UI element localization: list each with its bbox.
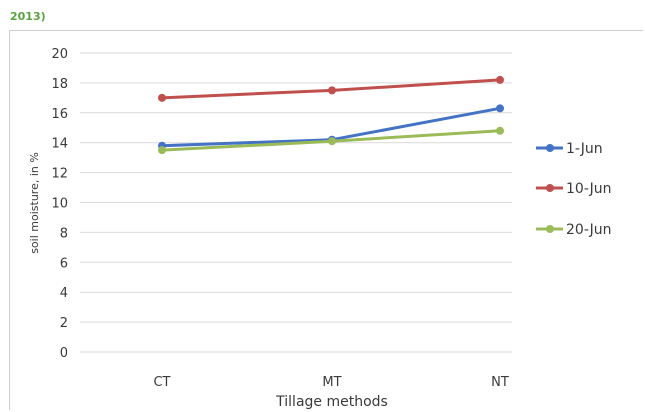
data-point bbox=[496, 126, 504, 135]
legend: 1-Jun 10-Jun 20-Jun bbox=[536, 141, 612, 238]
y-tick-label: 10 bbox=[51, 197, 68, 212]
y-tick-label: 6 bbox=[60, 256, 68, 271]
data-point bbox=[328, 137, 336, 146]
gridlines bbox=[80, 52, 512, 353]
chart-frame bbox=[9, 30, 643, 410]
legend-marker bbox=[546, 225, 554, 233]
legend-marker bbox=[546, 184, 554, 192]
data-point bbox=[158, 93, 166, 102]
y-tick-label: 18 bbox=[51, 77, 68, 92]
x-axis-ticks: CT MT NT bbox=[153, 375, 508, 390]
legend-label: 20-Jun bbox=[566, 222, 612, 238]
y-tick-label: 20 bbox=[51, 47, 68, 62]
data-point bbox=[496, 104, 504, 113]
legend-label: 10-Jun bbox=[566, 181, 612, 197]
x-tick-label: CT bbox=[153, 375, 170, 390]
y-tick-label: 16 bbox=[51, 107, 68, 122]
y-tick-label: 2 bbox=[60, 316, 68, 331]
y-tick-label: 12 bbox=[51, 167, 68, 182]
series-lines bbox=[158, 75, 504, 155]
legend-label: 1-Jun bbox=[566, 141, 603, 157]
y-tick-label: 14 bbox=[51, 137, 68, 152]
x-axis-title: Tillage methods bbox=[275, 394, 388, 410]
y-tick-label: 0 bbox=[60, 346, 68, 361]
y-axis-title: soil moisture, in % bbox=[28, 152, 41, 254]
data-point bbox=[496, 75, 504, 84]
data-point bbox=[328, 86, 336, 95]
y-axis-ticks: 0 2 4 6 8 10 12 14 16 18 20 bbox=[51, 47, 68, 361]
figure-caption-fragment: 2013) bbox=[10, 10, 46, 23]
x-tick-label: MT bbox=[322, 375, 341, 390]
data-point bbox=[158, 146, 166, 155]
x-tick-label: NT bbox=[491, 375, 509, 390]
y-tick-label: 4 bbox=[60, 286, 68, 301]
legend-marker bbox=[546, 144, 554, 152]
y-tick-label: 8 bbox=[60, 226, 68, 241]
